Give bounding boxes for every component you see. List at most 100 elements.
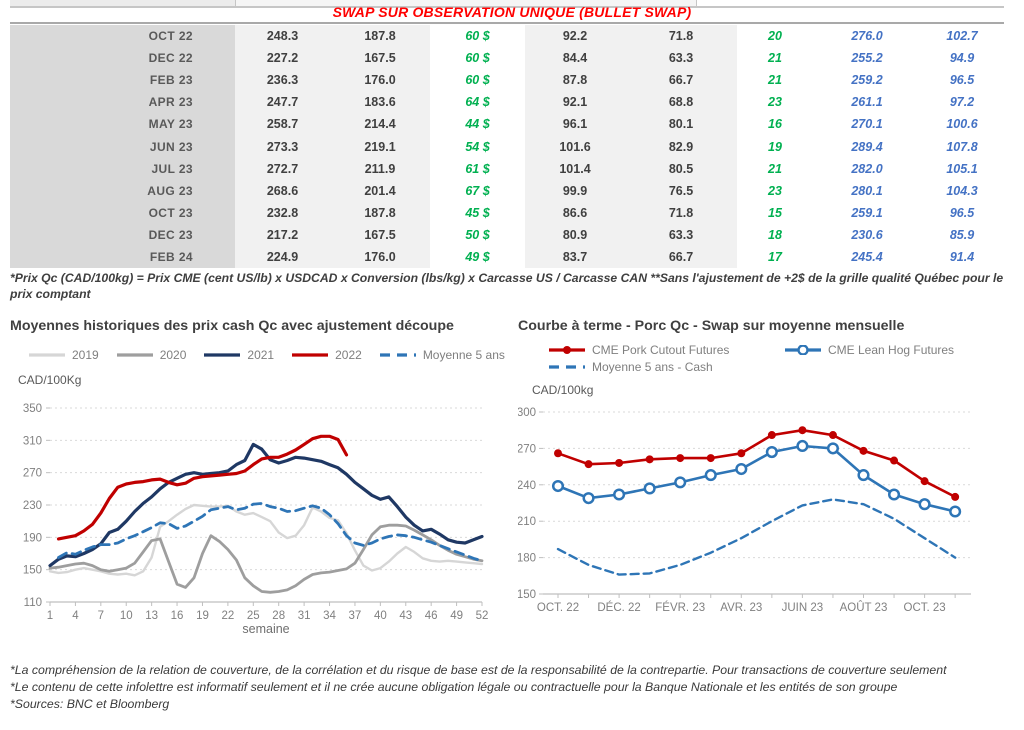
chart-title: Courbe à terme - Porc Qc - Swap sur moye… bbox=[518, 318, 905, 334]
sources-line: *Sources: BNC et Bloomberg bbox=[10, 697, 170, 711]
value-cell: 91.4 bbox=[949, 249, 975, 264]
swap-table: OCT 22 248.3 187.8 60 $92.2 71.8 20 276.0 102.7… bbox=[10, 25, 1003, 269]
sliver-cell bbox=[236, 0, 697, 6]
data-point bbox=[706, 454, 715, 463]
value-cell: 23 bbox=[768, 183, 782, 198]
disclaimer-line: *La compréhension de la relation de couv… bbox=[10, 663, 947, 677]
value-cell: 282.0 bbox=[851, 161, 883, 176]
svg-text:10: 10 bbox=[120, 610, 133, 622]
month-cell: FEB 23 bbox=[10, 69, 235, 92]
value-cell: 227.2 bbox=[235, 47, 330, 70]
table-footnote: *Prix Qc (CAD/100kg) = Prix CME (cent US… bbox=[10, 271, 1004, 301]
month-cell: FEB 24 bbox=[10, 245, 235, 269]
value-cell: 104.3 bbox=[946, 183, 978, 198]
value-cell: 258.7 bbox=[235, 113, 330, 136]
value-cell: 270.1 bbox=[851, 117, 883, 132]
svg-text:49: 49 bbox=[450, 610, 463, 622]
value-cell: 167.5 bbox=[330, 223, 430, 246]
legend-label: 2021 bbox=[247, 348, 275, 362]
value-cell: 67 $ bbox=[465, 183, 490, 198]
value-cell: 45 $ bbox=[465, 205, 490, 220]
month-cell: JUN 23 bbox=[10, 135, 235, 158]
legend-label: 2022 bbox=[335, 348, 362, 362]
data-point bbox=[767, 431, 776, 440]
table-row: FEB 24 224.9 176.0 49 $ 83.7 66.7 17 245.4 91.4 bbox=[10, 245, 1003, 269]
value-cell: 50 $ bbox=[465, 227, 490, 242]
value-cell: 92.2 bbox=[525, 25, 625, 48]
data-point bbox=[737, 449, 746, 458]
value-cell: 63.3 bbox=[625, 47, 737, 70]
value-cell: 23 bbox=[768, 95, 782, 110]
table-row: JUL 23 272.7 211.9 61 $ 101.4 80.5 21 282.0 105.… bbox=[10, 157, 1003, 180]
svg-text:300: 300 bbox=[518, 407, 536, 419]
svg-text:JUIN 23: JUIN 23 bbox=[782, 602, 824, 614]
data-point bbox=[645, 455, 654, 464]
svg-text:150: 150 bbox=[23, 565, 42, 577]
value-cell: 187.8 bbox=[330, 25, 430, 48]
line-marker-icon bbox=[785, 345, 821, 355]
svg-text:1: 1 bbox=[47, 610, 53, 622]
value-cell: 66.7 bbox=[625, 69, 737, 92]
value-cell: 87.8 bbox=[525, 69, 625, 92]
data-point bbox=[951, 492, 960, 501]
svg-text:25: 25 bbox=[247, 610, 260, 622]
value-cell: 83.7 bbox=[525, 245, 625, 269]
dashed-line-icon bbox=[379, 353, 416, 357]
legend-label: CME Lean Hog Futures bbox=[828, 343, 955, 357]
legend-item: Moyenne 5 ans bbox=[379, 348, 505, 362]
data-point bbox=[674, 476, 687, 489]
report-title: SWAP SUR OBSERVATION UNIQUE (BULLET SWAP… bbox=[332, 4, 692, 20]
legend-item: 2020 bbox=[116, 348, 186, 362]
svg-text:28: 28 bbox=[272, 610, 285, 622]
data-point bbox=[735, 462, 748, 476]
title-divider bbox=[10, 22, 1004, 24]
svg-text:19: 19 bbox=[196, 610, 209, 622]
value-cell: 245.4 bbox=[851, 249, 883, 264]
value-cell: 64 $ bbox=[465, 95, 490, 110]
svg-text:22: 22 bbox=[221, 610, 234, 622]
svg-text:310: 310 bbox=[23, 435, 42, 447]
value-cell: 224.9 bbox=[235, 245, 330, 269]
data-point bbox=[798, 426, 807, 435]
value-cell: 86.6 bbox=[525, 201, 625, 224]
table-row: OCT 23 232.8 187.8 45 $ 86.6 71.8 15 259.1 96.5 bbox=[10, 201, 1003, 224]
value-cell: 236.3 bbox=[235, 69, 330, 92]
value-cell: 187.8 bbox=[330, 201, 430, 224]
table-row: MAY 23 258.7 214.4 44 $ 96.1 80.1 16 270.1 100.6 bbox=[10, 113, 1003, 136]
data-point bbox=[857, 469, 870, 482]
legend-label: CME Pork Cutout Futures bbox=[592, 343, 730, 357]
line-icon bbox=[204, 353, 241, 357]
legend-item: 2022 bbox=[291, 348, 362, 362]
historical-chart-svg: 110 150 190 230 270 310 350 1 4 7 10 13 16 19 22 25 28 31… bbox=[23, 403, 489, 636]
value-cell: 92.1 bbox=[525, 91, 625, 114]
svg-text:31: 31 bbox=[298, 610, 311, 622]
value-cell: 60 $ bbox=[465, 73, 490, 88]
data-point bbox=[643, 482, 656, 495]
value-cell: 76.5 bbox=[625, 179, 737, 202]
svg-text:OCT. 22: OCT. 22 bbox=[537, 602, 579, 614]
value-cell: 214.4 bbox=[330, 113, 430, 136]
series-cme-pork-cutout-futures bbox=[556, 428, 957, 499]
svg-text:DÉC. 22: DÉC. 22 bbox=[597, 601, 640, 614]
value-cell: 80.9 bbox=[525, 223, 625, 246]
value-cell: 21 bbox=[768, 51, 782, 66]
svg-text:180: 180 bbox=[518, 553, 536, 565]
line-icon bbox=[116, 353, 153, 357]
svg-text:OCT. 23: OCT. 23 bbox=[904, 602, 946, 614]
svg-text:semaine: semaine bbox=[242, 622, 289, 636]
legend-item: CME Pork Cutout Futures bbox=[548, 343, 784, 357]
value-cell: 82.9 bbox=[625, 135, 737, 158]
series-cme-lean-hog-futures bbox=[556, 444, 957, 513]
svg-text:FÉVR. 23: FÉVR. 23 bbox=[655, 601, 705, 614]
month-cell: AUG 23 bbox=[10, 179, 235, 202]
value-cell: 259.1 bbox=[851, 205, 883, 220]
month-cell: DEC 23 bbox=[10, 223, 235, 246]
svg-text:350: 350 bbox=[23, 403, 42, 415]
value-cell: 19 bbox=[768, 139, 782, 154]
value-cell: 20 bbox=[768, 29, 782, 44]
value-cell: 211.9 bbox=[330, 157, 430, 180]
series-moyenne-5-ans-cash bbox=[556, 498, 957, 576]
data-point bbox=[890, 456, 899, 465]
data-point bbox=[584, 460, 593, 469]
